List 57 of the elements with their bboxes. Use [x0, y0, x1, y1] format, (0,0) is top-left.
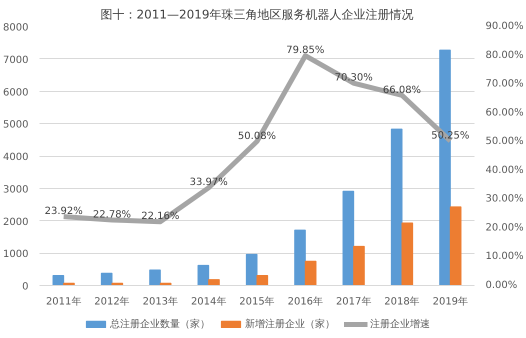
bar [256, 274, 268, 286]
x-tick-label: 2015年 [239, 296, 275, 308]
data-label: 33.97% [190, 177, 228, 188]
y2-tick-label: 60.00% [486, 107, 524, 118]
bar [198, 264, 210, 286]
bar [450, 206, 462, 286]
data-label: 22.16% [141, 211, 180, 222]
bar [342, 190, 354, 286]
bar [402, 222, 414, 286]
y-tick-label: 5000 [3, 120, 29, 131]
x-tick-label: 2018年 [384, 296, 420, 308]
y-tick-label: 7000 [3, 54, 29, 66]
x-tick-label: 2011年 [46, 296, 82, 308]
data-label: 79.85% [286, 45, 324, 56]
legend-label: 新增注册企业（家） [245, 318, 335, 331]
x-tick-label: 2016年 [288, 296, 324, 308]
y2-tick-label: 30.00% [486, 194, 524, 205]
data-label: 66.08% [382, 84, 422, 96]
y-tick-label: 1000 [3, 249, 29, 260]
y2-tick-label: 20.00% [486, 222, 524, 234]
data-label: 22.78% [92, 209, 132, 220]
data-label: 70.30% [334, 72, 373, 84]
y2-tick-label: 90.00% [486, 21, 524, 32]
bar [52, 274, 64, 286]
chart-title: 图十：2011—2019年珠三角地区服务机器人企业注册情况 [100, 8, 414, 22]
data-label: 50.08% [238, 130, 276, 142]
bar [160, 282, 172, 286]
x-tick-label: 2017年 [336, 296, 372, 308]
bar [304, 260, 316, 286]
bar [149, 269, 161, 286]
bar [208, 279, 220, 286]
legend-label: 注册企业增速 [370, 318, 430, 331]
bar [294, 230, 306, 286]
bar [100, 272, 112, 286]
y-tick-label: 6000 [3, 87, 29, 98]
bar [353, 246, 365, 286]
x-tick-label: 2012年 [94, 296, 130, 308]
bar [112, 282, 124, 286]
x-tick-label: 2019年 [432, 296, 468, 308]
y-tick-label: 0 [22, 282, 29, 292]
y-tick-label: 4000 [3, 152, 29, 163]
y2-tick-label: 70.00% [486, 78, 524, 90]
bar [63, 282, 75, 286]
y-tick-label: 3000 [3, 184, 29, 196]
y2-tick-label: 40.00% [486, 164, 524, 176]
y2-tick-label: 10.00% [486, 251, 524, 262]
y2-tick-label: 80.00% [486, 50, 524, 61]
x-tick-label: 2013年 [142, 296, 178, 308]
y-tick-label: 8000 [3, 22, 29, 34]
y2-tick-label: 50.00% [486, 136, 524, 148]
bar [390, 128, 402, 286]
legend-label: 总注册企业数量（家） [110, 318, 210, 331]
bar [246, 254, 258, 286]
y-tick-label: 2000 [3, 216, 29, 228]
y2-tick-label: 0.00% [486, 280, 518, 291]
x-tick-label: 2014年 [190, 296, 226, 308]
data-label: 23.92% [44, 206, 83, 218]
